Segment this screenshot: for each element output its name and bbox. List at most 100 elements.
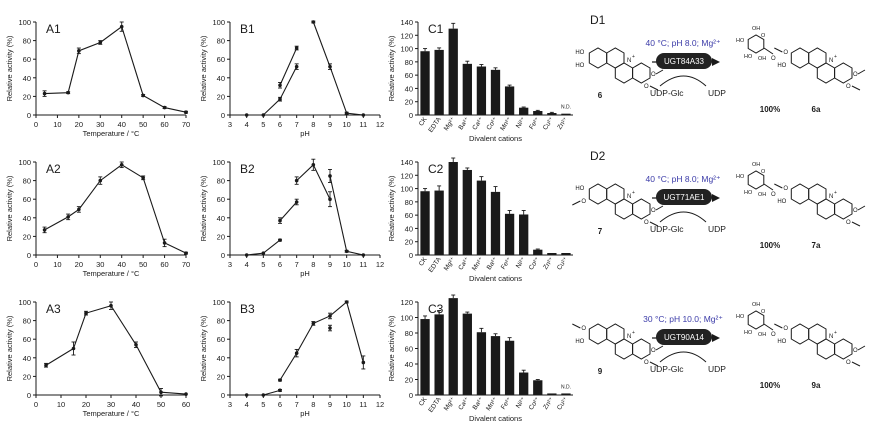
substrate-number: 6	[598, 91, 603, 100]
data-point	[244, 113, 249, 117]
category-label: Ca²⁺	[471, 116, 485, 131]
ring-bond	[790, 183, 810, 205]
product-number: 9a	[812, 381, 821, 390]
nitrogen-atom: N	[829, 58, 833, 64]
oxygen-atom: O	[771, 192, 776, 198]
data-point	[278, 238, 282, 242]
ring-bond	[790, 47, 810, 69]
x-tick-label: 40	[118, 260, 126, 269]
category-label: Mg²⁺	[443, 256, 457, 272]
x-axis-label: pH	[300, 269, 310, 278]
y-tick-label: 0	[27, 391, 31, 400]
data-point	[278, 388, 282, 393]
data-point	[278, 218, 282, 223]
nd-annotation: N.D.	[561, 105, 571, 111]
arrow-head	[712, 58, 720, 66]
charge-sign: +	[632, 54, 635, 60]
donor-label: UDP-Glc	[650, 364, 684, 374]
bar	[434, 190, 444, 255]
methyl-bond	[649, 85, 659, 91]
y-tick-label: 20	[217, 232, 225, 241]
y-tick-label: 60	[217, 55, 225, 64]
y-tick-label: 0	[221, 251, 225, 260]
oxygen-atom: O	[651, 208, 656, 214]
oxygen-atom: O	[783, 326, 788, 332]
x-axis-label: Divalent cations	[469, 414, 522, 423]
bar	[561, 253, 571, 255]
methyl-bond	[655, 69, 664, 75]
x-tick-label: 60	[160, 120, 168, 129]
y-tick-label: 60	[405, 345, 413, 354]
methyl-bond	[649, 221, 659, 227]
series-line	[329, 175, 364, 256]
category-label: Zn²⁺	[556, 116, 569, 131]
y-tick-label: 60	[405, 71, 413, 80]
y-tick-label: 40	[217, 214, 225, 223]
category-label: Co²⁺	[528, 256, 542, 271]
methyl-bond	[774, 323, 783, 329]
bar	[490, 191, 501, 255]
glycosidic-bond	[763, 323, 774, 331]
ring-bond	[632, 198, 651, 220]
y-tick-label: 80	[217, 317, 225, 326]
y-tick-label: 20	[23, 232, 31, 241]
category-label: Fe²⁺	[500, 396, 513, 411]
oxygen-atom: O	[761, 309, 766, 315]
data-point	[328, 64, 332, 69]
x-tick-label: 30	[107, 400, 115, 409]
y-tick-label: 0	[221, 111, 225, 120]
data-point	[278, 97, 282, 101]
x-tick-label: 3	[228, 400, 232, 409]
x-axis-label: Temperature / °C	[83, 269, 140, 278]
data-point	[119, 24, 124, 29]
hydroxyl-group: HO	[575, 50, 584, 56]
category-label: Mn²⁺	[499, 116, 513, 132]
y-tick-label: 20	[217, 92, 225, 101]
x-tick-label: 70	[182, 260, 190, 269]
cofactor-curve	[659, 75, 707, 87]
yield-value: 100%	[760, 105, 780, 114]
y-axis-label: Relative activity (%)	[5, 315, 14, 381]
y-axis-label: Relative activity (%)	[387, 175, 396, 241]
hydroxyl-group: OH	[752, 162, 760, 168]
chart-c3: C3 0 20 40 60 80 100 120 Relative activity (%) CK…	[387, 294, 573, 423]
hydroxyl-group: HO	[777, 63, 786, 69]
hydroxyl-group: HO	[744, 54, 753, 60]
data-point	[294, 200, 299, 204]
product-number: 6a	[812, 105, 821, 114]
x-axis-label: Divalent cations	[469, 134, 522, 143]
x-tick-label: 50	[139, 120, 147, 129]
panel-label: B3	[240, 302, 255, 316]
x-tick-label: 9	[328, 400, 332, 409]
y-tick-label: 40	[405, 84, 413, 93]
category-label: Mn²⁺	[471, 256, 485, 272]
yield-value: 100%	[760, 241, 780, 250]
y-tick-label: 80	[217, 177, 225, 186]
chart-b3: B3 0 20 40 60 80 100 Relative activity (%) 3 4 5 6 7…	[199, 298, 384, 418]
ring-bond	[588, 323, 608, 345]
x-tick-label: 50	[157, 400, 165, 409]
oxygen-atom: O	[853, 208, 858, 214]
data-point	[141, 176, 145, 180]
panel-label: A1	[46, 22, 61, 36]
ring-bond	[614, 62, 634, 84]
x-tick-label: 6	[278, 120, 282, 129]
y-tick-label: 60	[23, 335, 31, 344]
x-tick-label: 20	[82, 400, 90, 409]
y-axis-label: Relative activity (%)	[387, 35, 396, 101]
data-point	[66, 215, 70, 219]
bar	[533, 380, 543, 395]
bar	[462, 63, 472, 115]
oxygen-atom: O	[651, 72, 656, 78]
nitrogen-atom: N	[829, 334, 833, 340]
data-point	[261, 113, 266, 117]
sugar-ring	[747, 34, 765, 54]
enzyme-pill	[656, 189, 712, 205]
y-tick-label: 40	[217, 354, 225, 363]
bar	[533, 249, 543, 255]
y-tick-label: 0	[409, 111, 413, 120]
oxygen-atom: O	[846, 360, 851, 366]
data-point	[159, 390, 163, 395]
y-tick-label: 40	[23, 214, 31, 223]
